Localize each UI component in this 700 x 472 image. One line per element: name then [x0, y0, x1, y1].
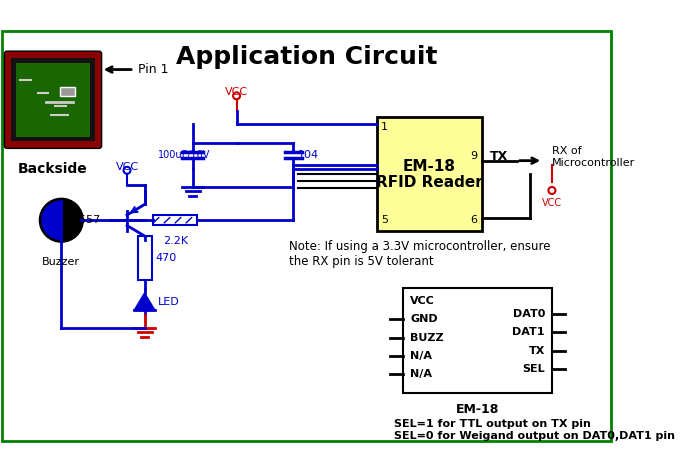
- Bar: [403, 288, 552, 393]
- Text: GND: GND: [410, 314, 438, 324]
- Text: EM-18: EM-18: [456, 404, 499, 416]
- Text: Buzzer: Buzzer: [42, 257, 80, 267]
- Text: 5: 5: [381, 215, 388, 225]
- Text: RX of
Microcontroller: RX of Microcontroller: [552, 146, 635, 168]
- Polygon shape: [42, 201, 62, 239]
- Polygon shape: [134, 293, 155, 311]
- Text: N/A: N/A: [410, 370, 432, 379]
- Bar: [153, 215, 197, 226]
- FancyBboxPatch shape: [4, 51, 101, 148]
- Text: Backside: Backside: [18, 161, 88, 176]
- Text: DAT1: DAT1: [512, 328, 545, 337]
- Text: 100uF/16V: 100uF/16V: [158, 150, 210, 160]
- Text: TX: TX: [490, 150, 508, 163]
- Text: BC557: BC557: [64, 215, 101, 225]
- Text: DAT0: DAT0: [512, 309, 545, 319]
- Text: SEL=1 for TTL output on TX pin: SEL=1 for TTL output on TX pin: [394, 419, 591, 429]
- Bar: [137, 236, 152, 280]
- Text: LED: LED: [158, 297, 179, 307]
- Text: SEL: SEL: [522, 364, 545, 374]
- Text: Application Circuit: Application Circuit: [176, 45, 438, 69]
- Text: Pin 1: Pin 1: [137, 63, 168, 76]
- Bar: [11, 58, 95, 142]
- Text: 470: 470: [155, 253, 176, 263]
- Text: VCC: VCC: [542, 198, 562, 208]
- Text: 2.2K: 2.2K: [162, 236, 188, 246]
- Text: VCC: VCC: [116, 162, 139, 172]
- Text: 9: 9: [470, 152, 477, 161]
- Text: VCC: VCC: [410, 296, 435, 306]
- Text: 104: 104: [298, 150, 319, 160]
- Text: VCC: VCC: [225, 87, 248, 97]
- Text: 6: 6: [470, 215, 477, 225]
- Text: TX: TX: [528, 346, 545, 356]
- Bar: [16, 62, 90, 137]
- Text: 1: 1: [381, 122, 388, 132]
- Bar: [60, 87, 76, 96]
- Text: Note: If using a 3.3V microcontroller, ensure
the RX pin is 5V tolerant: Note: If using a 3.3V microcontroller, e…: [289, 239, 551, 268]
- Text: EM-18: EM-18: [402, 159, 456, 174]
- Circle shape: [39, 198, 83, 242]
- Text: BUZZ: BUZZ: [410, 333, 444, 343]
- Text: SEL=0 for Weigand output on DAT0,DAT1 pin: SEL=0 for Weigand output on DAT0,DAT1 pi…: [394, 431, 676, 441]
- Text: RFID Reader: RFID Reader: [376, 175, 483, 190]
- Bar: [377, 117, 482, 231]
- Text: N/A: N/A: [410, 351, 432, 361]
